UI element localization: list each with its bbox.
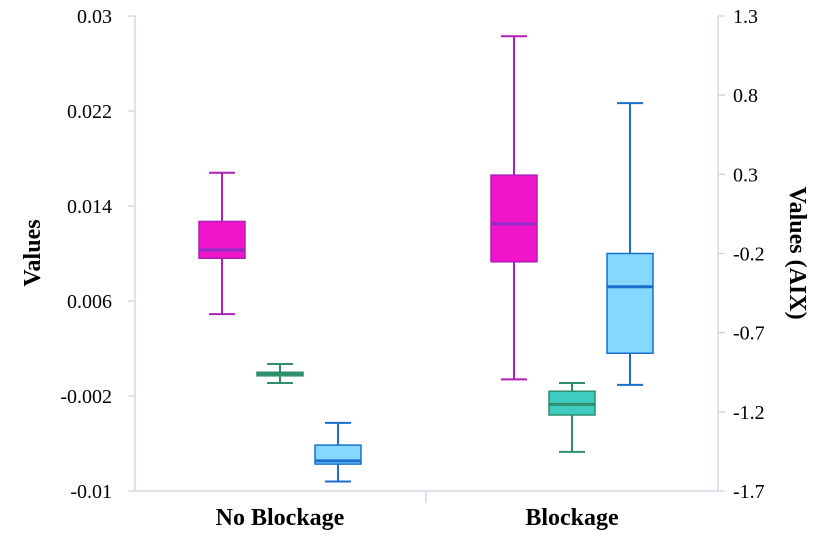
- y-axis-title-right: Values (AIX): [784, 186, 810, 319]
- box-plot-series-3-cat-1: [314, 421, 362, 483]
- box-plot-series-3-cat-2: [606, 102, 654, 386]
- box-plots: [198, 35, 654, 483]
- left-tick-label: 0.03: [77, 6, 112, 28]
- right-tick-label: -0.2: [733, 244, 765, 266]
- box-plot-series-1-cat-1: [198, 171, 246, 316]
- right-tick-label: 1.3: [733, 6, 758, 28]
- right-tick-label: -0.7: [733, 323, 765, 345]
- box-iqr: [198, 220, 246, 259]
- right-tick-label: 0.3: [733, 164, 758, 186]
- box-plot-series-1-cat-2: [490, 35, 538, 381]
- box-plot-series-2-cat-1: [256, 362, 304, 384]
- box-iqr: [606, 252, 654, 354]
- left-tick-label: 0.022: [67, 101, 112, 123]
- y-axis-title-left: Values: [20, 219, 46, 286]
- left-tick-label: 0.014: [67, 196, 112, 218]
- left-tick-labels: 0.03 0.022 0.014 0.006 -0.002 -0.01: [60, 6, 135, 503]
- x-category-label-blockage: Blockage: [525, 505, 619, 531]
- x-category-label-no-blockage: No Blockage: [216, 505, 345, 531]
- box-plot-series-2-cat-2: [548, 381, 596, 453]
- box-iqr: [490, 174, 538, 263]
- right-tick-labels: 1.3 0.8 0.3 -0.2 -0.7 -1.2 -1.7: [718, 6, 765, 503]
- right-tick-label: 0.8: [733, 85, 758, 107]
- right-tick-label: -1.2: [733, 402, 765, 424]
- right-tick-label: -1.7: [733, 481, 765, 503]
- box-iqr: [314, 444, 362, 465]
- left-tick-label: -0.01: [70, 481, 112, 503]
- left-tick-label: -0.002: [60, 386, 112, 408]
- left-tick-label: 0.006: [67, 291, 112, 313]
